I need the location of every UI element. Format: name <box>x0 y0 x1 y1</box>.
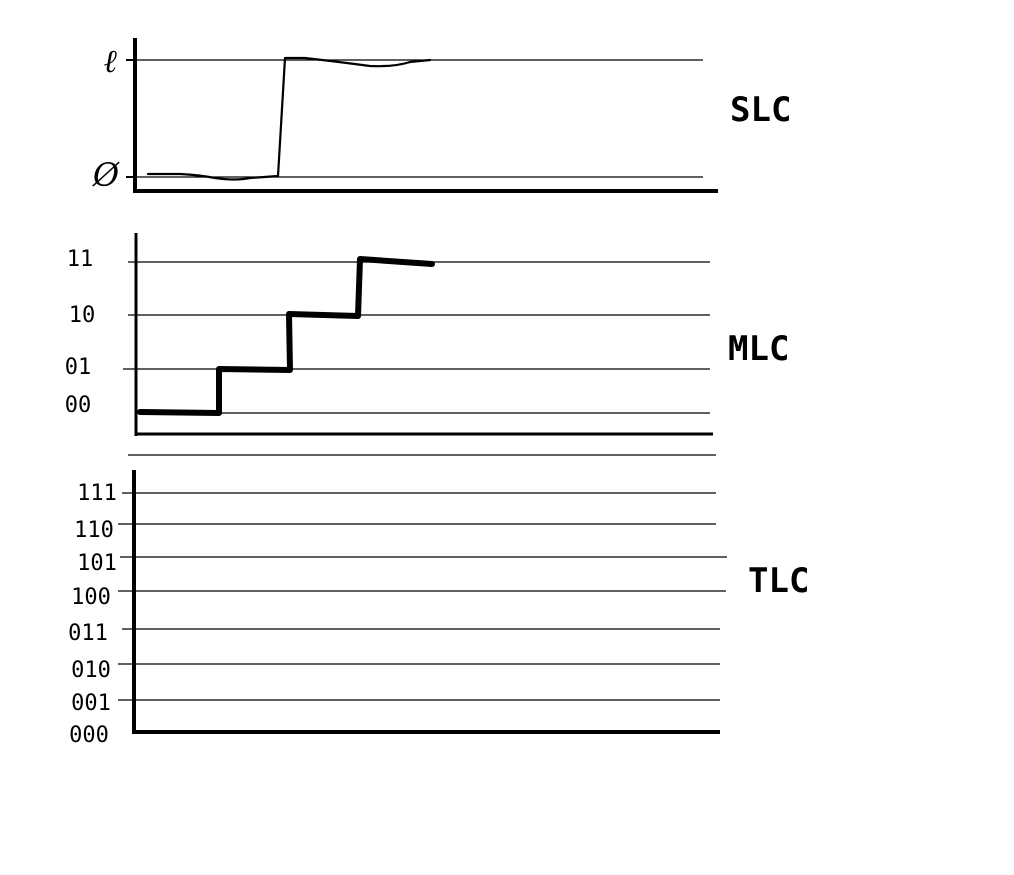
slc-signal-curve <box>146 56 432 181</box>
tlc-level-label-010: 010 <box>71 658 111 683</box>
tlc-panel: 111 110 101 100 011 010 001 000 TLC <box>68 470 809 748</box>
tlc-title: TLC <box>748 561 809 601</box>
slc-panel: ℓ Ø SLC <box>92 38 791 194</box>
tlc-level-label-011: 011 <box>68 621 108 646</box>
mlc-title: MLC <box>728 329 789 369</box>
tlc-level-label-001: 001 <box>71 691 111 716</box>
tlc-level-label-111: 111 <box>77 481 117 506</box>
tlc-level-label-100: 100 <box>71 585 111 610</box>
slc-title: SLC <box>730 90 791 130</box>
mlc-panel: 11 10 01 00 MLC <box>65 233 789 436</box>
mlc-level-label-01: 01 <box>65 355 92 380</box>
tlc-level-label-101: 101 <box>77 551 117 576</box>
mlc-level-label-00: 00 <box>65 393 92 418</box>
tlc-level-label-000: 000 <box>69 723 109 748</box>
mlc-level-label-10: 10 <box>69 303 96 328</box>
slc-level-label-0: Ø <box>92 156 120 194</box>
slc-level-label-1: ℓ <box>103 42 117 80</box>
tlc-level-label-110: 110 <box>74 518 114 543</box>
mlc-level-label-11: 11 <box>67 247 94 272</box>
mlc-staircase-signal <box>137 256 435 416</box>
